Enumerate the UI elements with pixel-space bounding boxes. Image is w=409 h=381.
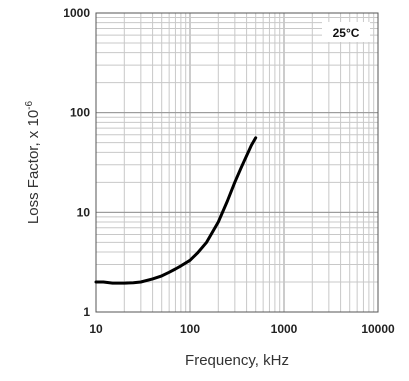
legend-box xyxy=(322,22,370,42)
legend: 25°C xyxy=(322,22,370,42)
x-tick-label: 100 xyxy=(180,322,200,336)
y-tick-label: 1000 xyxy=(63,6,90,20)
legend-label: 25°C xyxy=(333,26,360,40)
y-tick-label: 1 xyxy=(83,305,90,319)
x-tick-label: 10000 xyxy=(361,322,395,336)
plot-frame xyxy=(95,12,379,313)
x-axis-label: Frequency, kHz xyxy=(185,352,289,369)
series-line-0 xyxy=(94,136,258,285)
x-tick-label: 1000 xyxy=(271,322,298,336)
series-layer xyxy=(94,136,258,285)
tick-labels: 10 100 1000 10000 1 10 100 1000 xyxy=(63,6,395,336)
x-tick-label: 10 xyxy=(89,322,103,336)
y-axis-label: Loss Factor, x 10-6 xyxy=(24,101,42,225)
y-tick-label: 100 xyxy=(70,106,90,120)
grid xyxy=(95,12,379,313)
y-tick-label: 10 xyxy=(77,205,91,219)
y-axis-label-exponent: -6 xyxy=(24,101,35,110)
y-axis-label-text: Loss Factor, x 10 xyxy=(25,110,42,224)
